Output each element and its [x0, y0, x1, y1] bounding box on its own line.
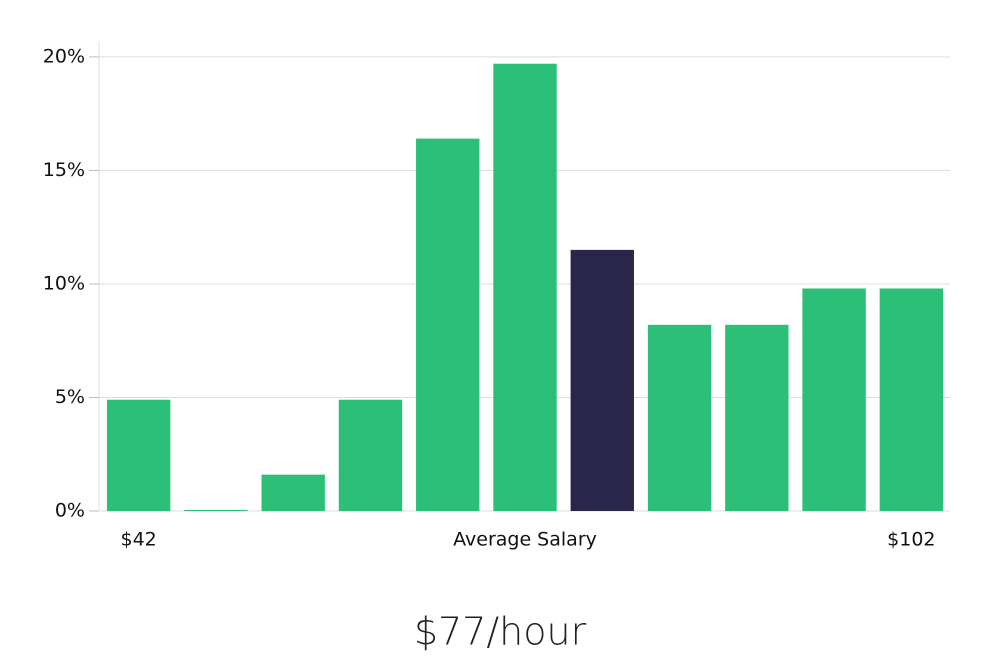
bar: [106, 399, 171, 511]
x-axis-label: Average Salary: [453, 529, 597, 551]
bar: [647, 324, 712, 511]
y-tick-label: 10%: [43, 272, 85, 294]
x-tick-label: $102: [887, 529, 935, 551]
bar: [879, 288, 944, 511]
bar: [802, 288, 866, 511]
subtitle: $77/hour: [414, 610, 587, 654]
bar: [338, 399, 403, 511]
bar: [184, 510, 248, 511]
y-tick-label: 5%: [55, 386, 85, 408]
bar: [570, 249, 634, 511]
bar: [725, 324, 789, 511]
bar: [493, 63, 557, 511]
y-tick-label: 20%: [43, 45, 85, 67]
bar: [261, 474, 325, 511]
y-tick-label: 15%: [43, 159, 85, 181]
y-tick-label: 0%: [55, 500, 85, 522]
bar: [416, 138, 480, 511]
x-tick-label: $42: [121, 529, 157, 551]
